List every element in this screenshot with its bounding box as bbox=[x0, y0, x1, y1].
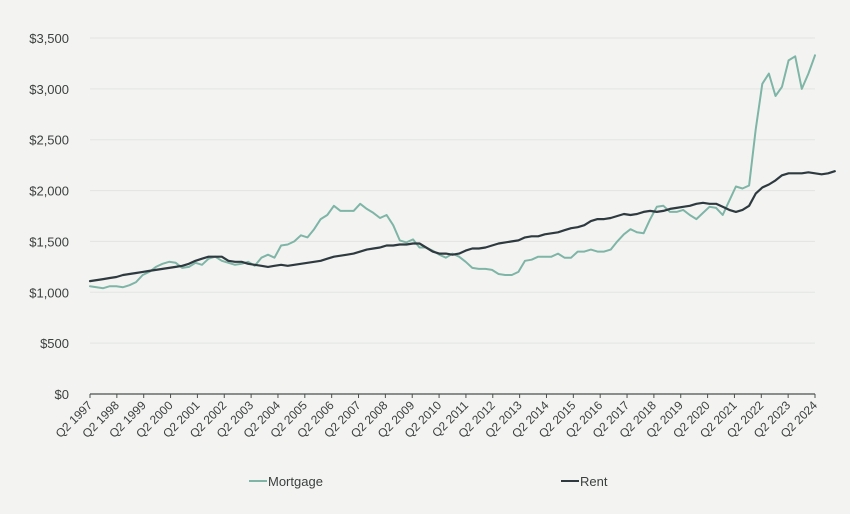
series-lines bbox=[88, 54, 836, 290]
y-tick-label: $3,000 bbox=[29, 82, 69, 97]
y-tick-label: $2,000 bbox=[29, 184, 69, 199]
series-line-rent bbox=[88, 170, 836, 283]
y-tick-label: $1,500 bbox=[29, 234, 69, 249]
gridlines bbox=[90, 37, 815, 395]
series-line-mortgage bbox=[89, 54, 816, 290]
y-tick-label: $2,500 bbox=[29, 133, 69, 148]
y-tick-label: $1,000 bbox=[29, 285, 69, 300]
legend: Mortgage Rent bbox=[249, 474, 608, 489]
y-tick-label: $3,500 bbox=[29, 31, 69, 46]
axes: $0 $500 $1,000 $1,500 $2,000 $2,500 $3,000 $3,5… bbox=[29, 31, 820, 441]
legend-label-rent: Rent bbox=[580, 474, 608, 489]
y-tick-label: $0 bbox=[55, 387, 69, 402]
y-tick-label: $500 bbox=[40, 336, 69, 351]
legend-label-mortgage: Mortgage bbox=[268, 474, 323, 489]
